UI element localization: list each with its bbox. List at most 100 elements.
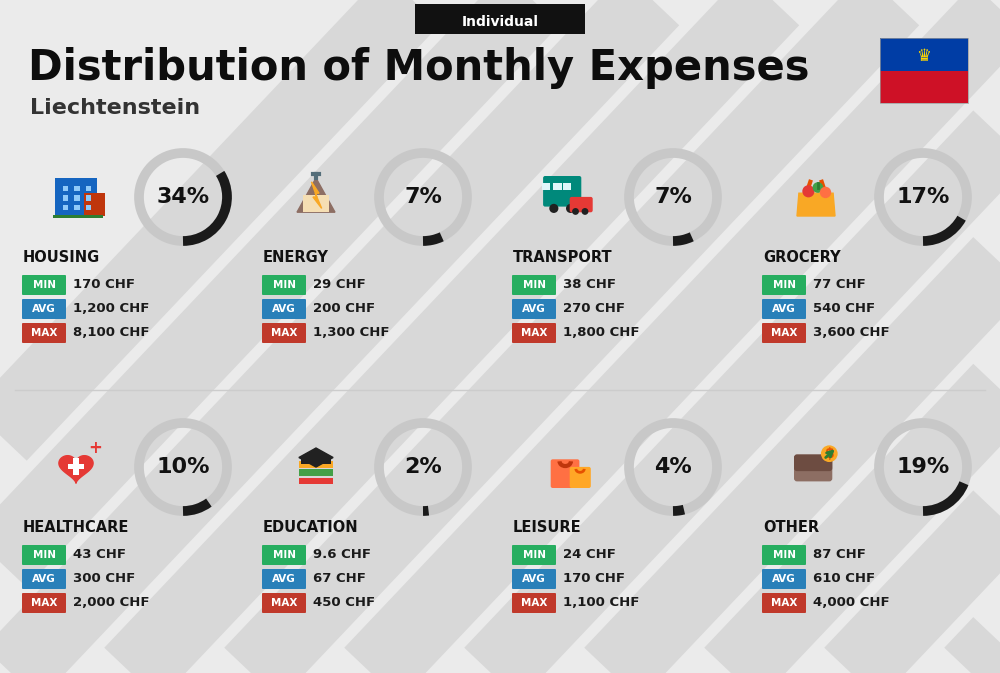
Text: MAX: MAX — [271, 328, 297, 338]
Text: AVG: AVG — [32, 574, 56, 584]
Text: MAX: MAX — [521, 328, 547, 338]
FancyBboxPatch shape — [262, 299, 306, 319]
FancyBboxPatch shape — [512, 299, 556, 319]
FancyBboxPatch shape — [22, 275, 66, 295]
Bar — [299, 461, 333, 468]
Bar — [880, 71, 968, 103]
Text: 1,200 CHF: 1,200 CHF — [73, 302, 149, 316]
Text: ENERGY: ENERGY — [263, 250, 329, 264]
Text: 7%: 7% — [404, 187, 442, 207]
FancyBboxPatch shape — [762, 323, 806, 343]
Bar — [63, 186, 68, 191]
Bar — [74, 195, 80, 201]
Text: EDUCATION: EDUCATION — [263, 520, 359, 534]
FancyBboxPatch shape — [762, 275, 806, 295]
FancyBboxPatch shape — [762, 593, 806, 613]
Text: MIN: MIN — [772, 280, 796, 290]
Text: TRANSPORT: TRANSPORT — [513, 250, 613, 264]
Circle shape — [802, 185, 814, 197]
Text: 43 CHF: 43 CHF — [73, 548, 126, 561]
Text: 4,000 CHF: 4,000 CHF — [813, 596, 890, 610]
Bar — [55, 178, 97, 216]
Text: 19%: 19% — [896, 457, 950, 477]
Circle shape — [813, 182, 823, 193]
Text: +: + — [88, 439, 102, 457]
Bar — [86, 195, 91, 201]
Bar — [74, 186, 80, 191]
Text: Liechtenstein: Liechtenstein — [30, 98, 200, 118]
Text: MIN: MIN — [522, 550, 546, 560]
Text: AVG: AVG — [522, 304, 546, 314]
Text: MIN: MIN — [32, 280, 56, 290]
Text: 2,000 CHF: 2,000 CHF — [73, 596, 150, 610]
Polygon shape — [299, 448, 333, 467]
Polygon shape — [59, 456, 93, 483]
Bar — [880, 38, 968, 71]
Text: AVG: AVG — [32, 304, 56, 314]
Text: 67 CHF: 67 CHF — [313, 573, 366, 586]
FancyBboxPatch shape — [543, 176, 581, 207]
Polygon shape — [297, 178, 335, 212]
FancyBboxPatch shape — [22, 593, 66, 613]
FancyBboxPatch shape — [22, 299, 66, 319]
Text: GROCERY: GROCERY — [763, 250, 841, 264]
Text: 1,300 CHF: 1,300 CHF — [313, 326, 390, 339]
Text: 170 CHF: 170 CHF — [563, 573, 625, 586]
Bar — [299, 478, 333, 485]
Text: ♛: ♛ — [917, 47, 931, 65]
FancyBboxPatch shape — [512, 275, 556, 295]
FancyBboxPatch shape — [22, 323, 66, 343]
FancyBboxPatch shape — [512, 323, 556, 343]
FancyBboxPatch shape — [415, 4, 585, 34]
FancyBboxPatch shape — [262, 545, 306, 565]
FancyBboxPatch shape — [262, 593, 306, 613]
FancyBboxPatch shape — [762, 569, 806, 589]
Text: MIN: MIN — [522, 280, 546, 290]
Text: 87 CHF: 87 CHF — [813, 548, 866, 561]
Text: AVG: AVG — [272, 574, 296, 584]
Text: LEISURE: LEISURE — [513, 520, 582, 534]
FancyBboxPatch shape — [262, 323, 306, 343]
Bar — [63, 205, 68, 210]
FancyBboxPatch shape — [22, 569, 66, 589]
Bar — [880, 38, 968, 103]
Text: 1,100 CHF: 1,100 CHF — [563, 596, 639, 610]
FancyBboxPatch shape — [22, 545, 66, 565]
Text: 540 CHF: 540 CHF — [813, 302, 875, 316]
Text: 1,800 CHF: 1,800 CHF — [563, 326, 640, 339]
FancyBboxPatch shape — [512, 593, 556, 613]
Text: HEALTHCARE: HEALTHCARE — [23, 520, 129, 534]
Circle shape — [572, 208, 579, 215]
Text: AVG: AVG — [772, 304, 796, 314]
Text: $: $ — [824, 447, 834, 461]
FancyBboxPatch shape — [551, 459, 579, 488]
FancyBboxPatch shape — [762, 299, 806, 319]
Text: 29 CHF: 29 CHF — [313, 279, 366, 291]
FancyBboxPatch shape — [512, 569, 556, 589]
Text: 17%: 17% — [896, 187, 950, 207]
FancyBboxPatch shape — [570, 467, 591, 488]
FancyBboxPatch shape — [762, 545, 806, 565]
Text: 610 CHF: 610 CHF — [813, 573, 875, 586]
Text: 2%: 2% — [404, 457, 442, 477]
FancyBboxPatch shape — [794, 454, 832, 471]
FancyBboxPatch shape — [570, 197, 593, 212]
Text: 200 CHF: 200 CHF — [313, 302, 375, 316]
Text: 7%: 7% — [654, 187, 692, 207]
Text: MAX: MAX — [771, 328, 797, 338]
Bar — [86, 186, 91, 191]
Circle shape — [820, 186, 831, 198]
Polygon shape — [311, 182, 322, 209]
Text: MAX: MAX — [271, 598, 297, 608]
Bar — [53, 215, 103, 218]
Text: 24 CHF: 24 CHF — [563, 548, 616, 561]
Text: 300 CHF: 300 CHF — [73, 573, 135, 586]
Text: 77 CHF: 77 CHF — [813, 279, 866, 291]
Circle shape — [582, 208, 588, 215]
Text: MIN: MIN — [272, 280, 296, 290]
Bar — [74, 205, 80, 210]
Bar — [563, 182, 571, 190]
Text: 270 CHF: 270 CHF — [563, 302, 625, 316]
Text: 9.6 CHF: 9.6 CHF — [313, 548, 371, 561]
Text: MIN: MIN — [272, 550, 296, 560]
